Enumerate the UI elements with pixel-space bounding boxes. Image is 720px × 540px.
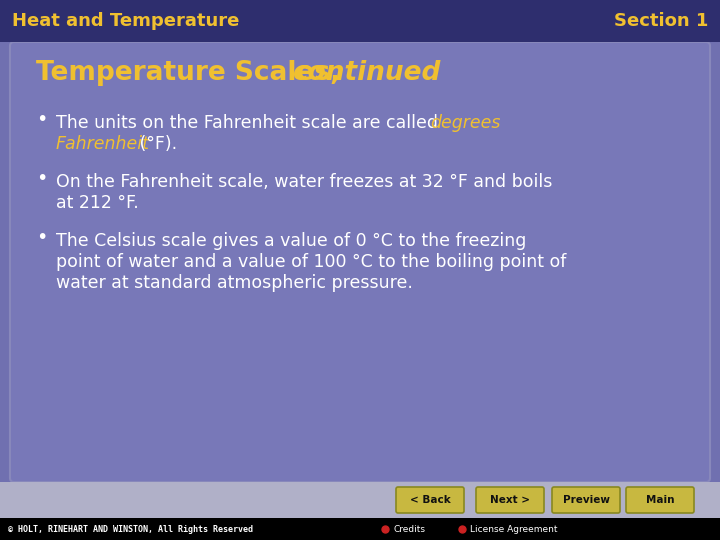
- Text: (°F).: (°F).: [134, 135, 177, 153]
- Text: < Back: < Back: [410, 495, 451, 505]
- Text: Heat and Temperature: Heat and Temperature: [12, 12, 239, 30]
- Text: License Agreement: License Agreement: [470, 524, 557, 534]
- Text: On the Fahrenheit scale, water freezes at 32 °F and boils: On the Fahrenheit scale, water freezes a…: [56, 173, 552, 191]
- FancyBboxPatch shape: [476, 487, 544, 513]
- Text: Credits: Credits: [393, 524, 425, 534]
- Text: Temperature Scales,: Temperature Scales,: [36, 60, 349, 86]
- FancyBboxPatch shape: [396, 487, 464, 513]
- Text: degrees: degrees: [430, 114, 500, 132]
- FancyBboxPatch shape: [552, 487, 620, 513]
- Text: Section 1: Section 1: [613, 12, 708, 30]
- Text: •: •: [36, 110, 48, 129]
- Text: point of water and a value of 100 °C to the boiling point of: point of water and a value of 100 °C to …: [56, 253, 567, 271]
- Text: •: •: [36, 169, 48, 188]
- Bar: [0, 482, 720, 518]
- Text: © HOLT, RINEHART AND WINSTON, All Rights Reserved: © HOLT, RINEHART AND WINSTON, All Rights…: [8, 524, 253, 534]
- Text: The Celsius scale gives a value of 0 °C to the freezing: The Celsius scale gives a value of 0 °C …: [56, 232, 526, 250]
- FancyBboxPatch shape: [626, 487, 694, 513]
- Text: Fahrenheit: Fahrenheit: [56, 135, 150, 153]
- Bar: [0, 518, 720, 540]
- Text: •: •: [36, 228, 48, 247]
- FancyBboxPatch shape: [10, 42, 710, 482]
- Text: The units on the Fahrenheit scale are called: The units on the Fahrenheit scale are ca…: [56, 114, 444, 132]
- Text: Main: Main: [646, 495, 674, 505]
- Text: Preview: Preview: [562, 495, 610, 505]
- Text: at 212 °F.: at 212 °F.: [56, 194, 139, 212]
- Text: water at standard atmospheric pressure.: water at standard atmospheric pressure.: [56, 274, 413, 292]
- Text: continued: continued: [292, 60, 441, 86]
- Bar: [0, 0, 720, 42]
- Text: Next >: Next >: [490, 495, 530, 505]
